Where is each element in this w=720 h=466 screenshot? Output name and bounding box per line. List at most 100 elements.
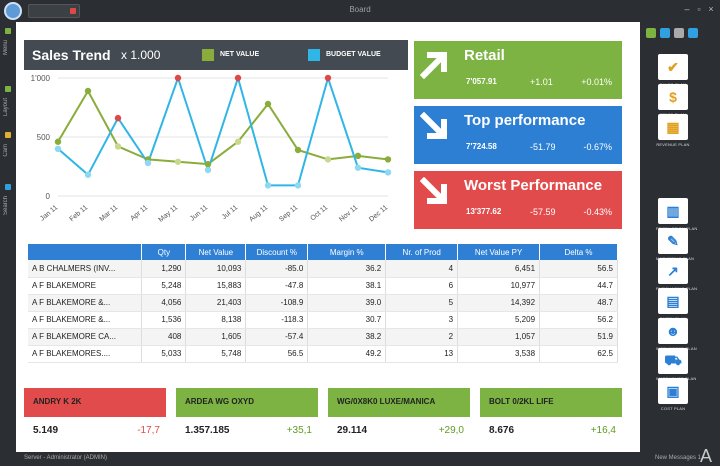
product-card[interactable]: ANDRY K 2K 5.149 -17,7 <box>24 388 166 440</box>
search-icon[interactable] <box>5 184 11 190</box>
data-point[interactable] <box>204 166 212 174</box>
panel-item-marketing-plan[interactable]: ✎MARKETING PLAN <box>656 228 694 261</box>
kpi-worst-performance[interactable]: Worst Performance 13'377.62 -57.59 -0.43… <box>414 171 622 229</box>
strip-label-layout[interactable]: Layout <box>3 98 9 117</box>
close-tab-icon[interactable] <box>70 8 76 14</box>
table-row[interactable]: A F BLAKEMORES.... 5,033 5,748 56.5 49.2 13 3,… <box>28 345 618 363</box>
document-tab[interactable] <box>28 4 80 18</box>
data-point[interactable] <box>324 74 332 82</box>
x-tick-label: Nov 11 <box>338 204 359 223</box>
panel-item-purchasing-plan[interactable]: ↗PURCHASING PLAN <box>656 258 697 291</box>
data-point[interactable] <box>174 158 182 165</box>
cell-value: 39.0 <box>307 294 387 312</box>
card-header: BOLT 0/2KL LIFE <box>480 388 622 417</box>
menu-icon[interactable] <box>5 28 11 34</box>
product-card[interactable]: WG/0X8K0 LUXE/MANICA 29.114 +29,0 <box>328 388 470 440</box>
maximize-icon[interactable]: ▫ <box>697 4 701 14</box>
x-tick-label: Oct 11 <box>309 204 329 222</box>
status-messages[interactable]: New Messages 1 <box>655 455 702 461</box>
x-tick-label: May 11 <box>158 204 180 224</box>
data-point[interactable] <box>384 169 392 176</box>
data-point[interactable] <box>84 171 92 178</box>
data-point[interactable] <box>294 146 302 154</box>
kpi-percent: -0.67% <box>583 142 612 152</box>
people-icon: ☻ <box>658 318 688 344</box>
panel-item-price-plan[interactable]: $PRICE PLAN <box>656 84 690 117</box>
app-logo-icon[interactable] <box>4 2 22 20</box>
data-point[interactable] <box>294 182 302 189</box>
kpi-title: Retail <box>464 47 505 64</box>
data-point[interactable] <box>354 164 362 171</box>
kpi-top-performance[interactable]: Top performance 7'724.58 -51.79 -0.67% <box>414 106 622 164</box>
panel-item-revenue-plan[interactable]: ▦ REVENUE PLAN <box>656 114 690 147</box>
cell-value: 5,209 <box>457 311 541 329</box>
col-header-discount[interactable]: Discount % <box>245 244 309 260</box>
panel-item-sales-plan[interactable]: ✔SALES PLAN <box>656 54 690 87</box>
cell-value: 1,605 <box>185 328 247 346</box>
col-header-net-value[interactable]: Net Value <box>185 244 247 260</box>
kpi-retail[interactable]: Retail 7'057.91 +1.01 +0.01% <box>414 41 622 99</box>
cell-value: 38.2 <box>307 328 387 346</box>
data-point[interactable] <box>174 74 182 82</box>
col-header-qty[interactable]: Qty <box>141 244 187 260</box>
data-point[interactable] <box>354 152 362 160</box>
panel-item-production-plan[interactable]: ▥PRODUCTION PLAN <box>656 198 697 231</box>
data-point[interactable] <box>54 145 62 152</box>
col-header-delta[interactable]: Delta % <box>539 244 618 260</box>
kpi-delta: -57.59 <box>530 207 556 217</box>
data-point[interactable] <box>114 114 122 122</box>
cell-value: 5 <box>385 294 459 312</box>
y-tick-label: 1'000 <box>31 74 51 83</box>
cell-value: 15,883 <box>185 277 247 295</box>
table-row[interactable]: A F BLAKEMORE &... 1,536 8,138 -118.3 30.7 3 5… <box>28 311 618 329</box>
strip-label-menu[interactable]: Menu <box>3 40 9 56</box>
export-icon[interactable] <box>688 28 698 38</box>
cell-value: 3,538 <box>457 345 541 363</box>
product-card[interactable]: ARDEA WG OXYD 1.357.185 +35,1 <box>176 388 318 440</box>
data-point[interactable] <box>144 159 152 167</box>
refresh-icon[interactable] <box>660 28 670 38</box>
col-header-customer[interactable] <box>28 244 143 260</box>
down-right-arrow-icon <box>420 112 447 139</box>
strip-label-cam[interactable]: Cam <box>3 144 9 157</box>
data-point[interactable] <box>54 138 62 145</box>
data-point[interactable] <box>84 87 92 95</box>
card-header: WG/0X8K0 LUXE/MANICA <box>328 388 470 417</box>
cell-value: 56.5 <box>539 260 618 278</box>
data-point[interactable] <box>264 182 272 189</box>
strip-label-search[interactable]: Search <box>3 196 9 216</box>
panel-item-workforce-plan[interactable]: ☻WORKFORCE PLAN <box>656 318 697 351</box>
close-icon[interactable]: × <box>708 4 714 14</box>
minimize-icon[interactable]: – <box>684 4 690 14</box>
col-header-net-value-py[interactable]: Net Value PY <box>457 244 541 260</box>
data-point[interactable] <box>234 74 242 82</box>
col-header-margin[interactable]: Margin % <box>307 244 387 260</box>
table-row[interactable]: A F BLAKEMORE 5,248 15,883 -47.8 38.1 6 10,977… <box>28 277 618 295</box>
panel-item-label: COST PLAN <box>660 406 686 411</box>
table-row[interactable]: A F BLAKEMORE CA... 408 1,605 -57.4 38.2 2 1,0… <box>28 328 618 346</box>
panel-item-capex-plan[interactable]: ▤CAPEX PLAN <box>656 288 690 321</box>
table-row[interactable]: A F BLAKEMORE &... 4,056 21,403 -108.9 39.0 5… <box>28 294 618 312</box>
cam-icon[interactable] <box>5 132 11 138</box>
kpi-percent: -0.43% <box>583 207 612 217</box>
product-card[interactable]: BOLT 0/2KL LIFE 8.676 +16,4 <box>480 388 622 440</box>
cell-value: 1,290 <box>141 260 187 278</box>
layout-icon[interactable] <box>5 86 11 92</box>
data-point[interactable] <box>204 160 212 168</box>
card-delta: +35,1 <box>286 425 312 436</box>
col-header-nr-of-prod[interactable]: Nr. of Prod <box>385 244 459 260</box>
data-point[interactable] <box>384 156 392 163</box>
settings-icon[interactable] <box>674 28 684 38</box>
cell-value: 6,451 <box>457 260 541 278</box>
panel-item-cost-plan[interactable]: ▣ COST PLAN <box>656 378 690 411</box>
panel-item-warehouse-plan[interactable]: ⛟WAREHOUSE PLAN <box>656 348 696 381</box>
x-tick-label: Jul 11 <box>221 204 239 221</box>
table-row[interactable]: A B CHALMERS (INV... 1,290 10,093 -85.0 36.2… <box>28 260 618 278</box>
home-icon[interactable] <box>646 28 656 38</box>
data-point[interactable] <box>324 156 332 163</box>
cell-value: 14,392 <box>457 294 541 312</box>
data-point[interactable] <box>234 138 242 145</box>
status-server: Server - Administrator (ADMIN) <box>24 455 108 461</box>
data-point[interactable] <box>264 100 272 108</box>
data-point[interactable] <box>114 143 122 150</box>
